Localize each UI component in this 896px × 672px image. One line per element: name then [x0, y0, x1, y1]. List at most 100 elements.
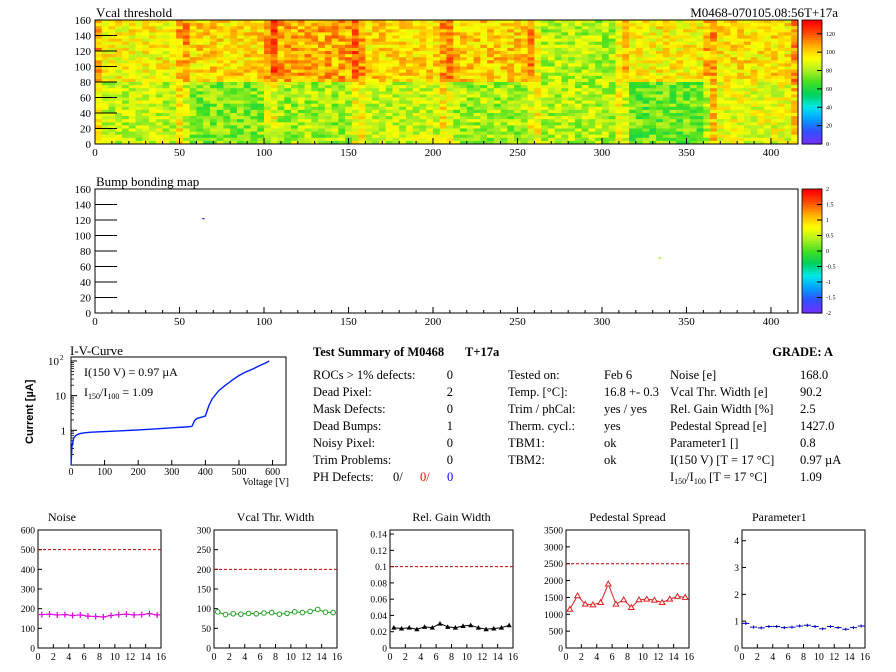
- heatmap-cell: [642, 78, 650, 83]
- heatmap-cell: [520, 109, 529, 114]
- x-tick-label: 6: [786, 652, 791, 663]
- heatmap-cell: [108, 91, 116, 95]
- heatmap-cell: [764, 103, 772, 108]
- heatmap-cell: [608, 88, 616, 92]
- heatmap-cell: [439, 51, 447, 55]
- heatmap-cell: [716, 32, 725, 36]
- heatmap-cell: [128, 88, 136, 92]
- heatmap-cell: [196, 44, 204, 49]
- heatmap-cell: [547, 72, 556, 77]
- heatmap-cell: [176, 82, 184, 86]
- heatmap-cell: [426, 85, 434, 89]
- heatmap-cell: [466, 122, 474, 126]
- heatmap-cell: [277, 94, 285, 98]
- heatmap-cell: [642, 128, 650, 132]
- heatmap-cell: [466, 66, 474, 70]
- heatmap-cell: [108, 57, 116, 61]
- heatmap-cell: [608, 100, 616, 105]
- heatmap-cell: [500, 94, 508, 98]
- heatmap-cell: [683, 63, 691, 67]
- heatmap-cell: [250, 97, 258, 101]
- heatmap-cell: [135, 32, 143, 36]
- heatmap-cell: [203, 85, 211, 89]
- heatmap-cell: [608, 137, 616, 142]
- heatmap-cell: [385, 78, 393, 83]
- heatmap-cell: [101, 113, 109, 117]
- palette-band: [802, 89, 822, 93]
- heatmap-cell: [426, 41, 434, 46]
- heatmap-cell: [541, 54, 549, 58]
- palette-band: [802, 27, 822, 31]
- heatmap-cell: [277, 78, 285, 83]
- heatmap-cell: [588, 116, 596, 120]
- heatmap-cell: [176, 134, 184, 139]
- heatmap-cell: [304, 26, 312, 30]
- heatmap-cell: [561, 51, 569, 55]
- heatmap-cell: [656, 54, 664, 58]
- heatmap-cell: [520, 94, 529, 98]
- heatmap-cell: [426, 119, 434, 123]
- heatmap-cell: [432, 119, 441, 123]
- heatmap-cell: [176, 94, 184, 98]
- data-point: [773, 625, 781, 629]
- heatmap-cell: [297, 128, 305, 132]
- data-point: [54, 611, 61, 618]
- heatmap-cell: [770, 85, 779, 89]
- heatmap-cell: [399, 140, 407, 145]
- heatmap-cell: [230, 131, 238, 136]
- heatmap-cell: [622, 47, 630, 52]
- heatmap-cell: [351, 69, 360, 74]
- y-tick-label: 100: [197, 605, 212, 615]
- palette-band: [802, 189, 822, 193]
- heatmap-cell: [527, 63, 535, 67]
- data-point: [429, 625, 435, 630]
- ph-defects-value-1: 0/: [393, 470, 403, 484]
- heatmap-cell: [149, 106, 157, 111]
- heatmap-cell: [176, 69, 184, 74]
- heatmap-cell: [263, 85, 272, 89]
- heatmap-cell: [250, 119, 258, 123]
- heatmap-cell: [277, 88, 285, 92]
- heatmap-cell: [135, 119, 143, 123]
- heatmap-cell: [703, 78, 711, 83]
- heatmap-cell: [223, 106, 231, 111]
- heatmap-cell: [122, 29, 130, 33]
- heatmap-cell: [155, 85, 163, 89]
- heatmap-cell: [432, 103, 441, 108]
- heatmap-cell: [453, 97, 461, 101]
- heatmap-cell: [149, 38, 157, 43]
- heatmap-cell: [615, 122, 623, 126]
- heatmap-cell: [466, 44, 474, 49]
- heatmap-cell: [446, 41, 454, 46]
- heatmap-cell: [216, 128, 224, 132]
- heatmap-cell: [95, 97, 103, 101]
- heatmap-cell: [520, 32, 529, 36]
- heatmap-cell: [128, 113, 136, 117]
- heatmap-cell: [770, 44, 779, 49]
- plot-title: Vcal Thr. Width: [237, 510, 314, 524]
- heatmap-cell: [649, 51, 657, 55]
- heatmap-cell: [642, 109, 650, 114]
- heatmap-cell: [101, 32, 109, 36]
- heatmap-cell: [243, 75, 251, 80]
- heatmap-cell: [101, 72, 109, 77]
- heatmap-cell: [412, 85, 420, 89]
- heatmap-cell: [135, 128, 143, 132]
- heatmap-cell: [439, 125, 447, 129]
- heatmap-cell: [128, 63, 136, 67]
- heatmap-cell: [642, 100, 650, 105]
- heatmap-cell: [284, 119, 292, 123]
- heatmap-cell: [635, 29, 643, 33]
- heatmap-cell: [412, 103, 420, 108]
- heatmap-cell: [176, 57, 184, 61]
- heatmap-cell: [480, 109, 488, 114]
- heatmap-cell: [629, 69, 637, 74]
- heatmap-cell: [622, 35, 630, 39]
- heatmap-cell: [547, 122, 556, 126]
- heatmap-cell: [426, 72, 434, 77]
- heatmap-cell: [635, 91, 643, 95]
- palette-band: [802, 211, 822, 215]
- iv-ylabel: Current [µA]: [24, 379, 36, 444]
- heatmap-cell: [419, 82, 427, 86]
